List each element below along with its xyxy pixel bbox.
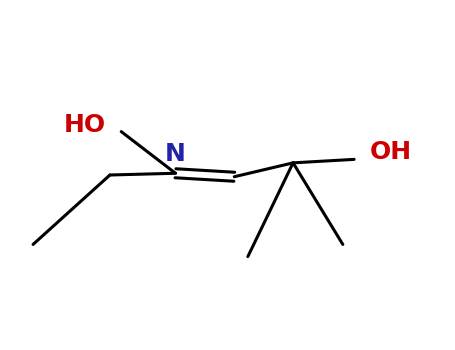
Text: OH: OH (370, 140, 412, 164)
Text: N: N (165, 142, 186, 166)
Text: HO: HO (64, 113, 106, 136)
